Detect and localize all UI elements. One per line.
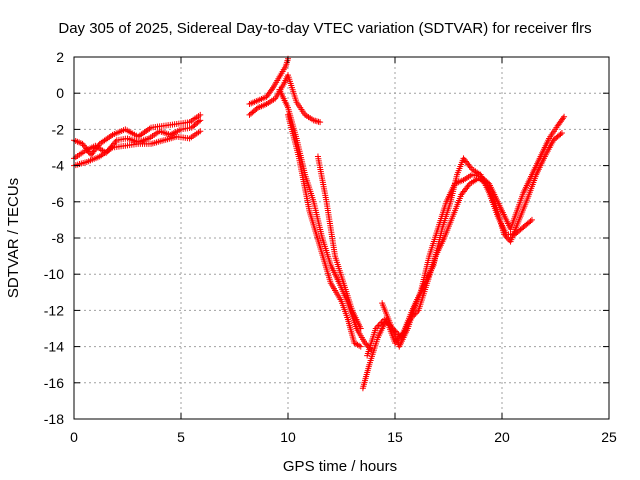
x-tick-label: 0 xyxy=(70,429,78,445)
data-point xyxy=(527,218,534,225)
y-ticks: -18 -16 -14 -12 -10 -8 -6 -4 -2 0 2 xyxy=(44,49,609,427)
data-point xyxy=(195,118,202,125)
y-tick-label: -16 xyxy=(44,375,64,391)
y-tick-label: 0 xyxy=(56,85,64,101)
data-point xyxy=(197,128,204,135)
data-point xyxy=(375,322,382,329)
data-point xyxy=(558,130,565,137)
y-axis-title: SDTVAR / TECUs xyxy=(5,178,22,298)
x-ticks: 0 5 10 15 20 25 xyxy=(70,57,617,445)
x-tick-label: 25 xyxy=(601,429,617,445)
data-point xyxy=(357,325,364,332)
data-point xyxy=(317,119,324,126)
x-axis-title: GPS time / hours xyxy=(283,458,397,475)
data-point xyxy=(197,111,204,118)
y-tick-label: -6 xyxy=(52,194,65,210)
chart-title: Day 305 of 2025, Sidereal Day-to-day VTE… xyxy=(58,20,591,37)
y-tick-label: -14 xyxy=(44,339,64,355)
y-tick-label: -10 xyxy=(44,266,64,282)
y-tick-label: -8 xyxy=(52,230,65,246)
y-tick-label: -12 xyxy=(44,302,64,318)
data-points xyxy=(71,55,568,392)
data-point xyxy=(197,117,204,124)
x-tick-label: 15 xyxy=(387,429,403,445)
x-tick-label: 5 xyxy=(177,429,185,445)
data-point xyxy=(357,343,364,350)
x-tick-label: 20 xyxy=(494,429,510,445)
y-tick-label: 2 xyxy=(56,49,64,65)
grid-lines xyxy=(74,57,609,419)
y-tick-label: -2 xyxy=(52,121,65,137)
data-point xyxy=(557,131,564,138)
data-point xyxy=(362,339,369,346)
y-tick-label: -4 xyxy=(52,158,65,174)
data-point xyxy=(528,216,535,223)
data-point xyxy=(253,105,260,112)
data-point xyxy=(561,113,568,120)
y-tick-label: -18 xyxy=(44,411,64,427)
x-tick-label: 10 xyxy=(280,429,296,445)
data-point xyxy=(363,341,370,348)
